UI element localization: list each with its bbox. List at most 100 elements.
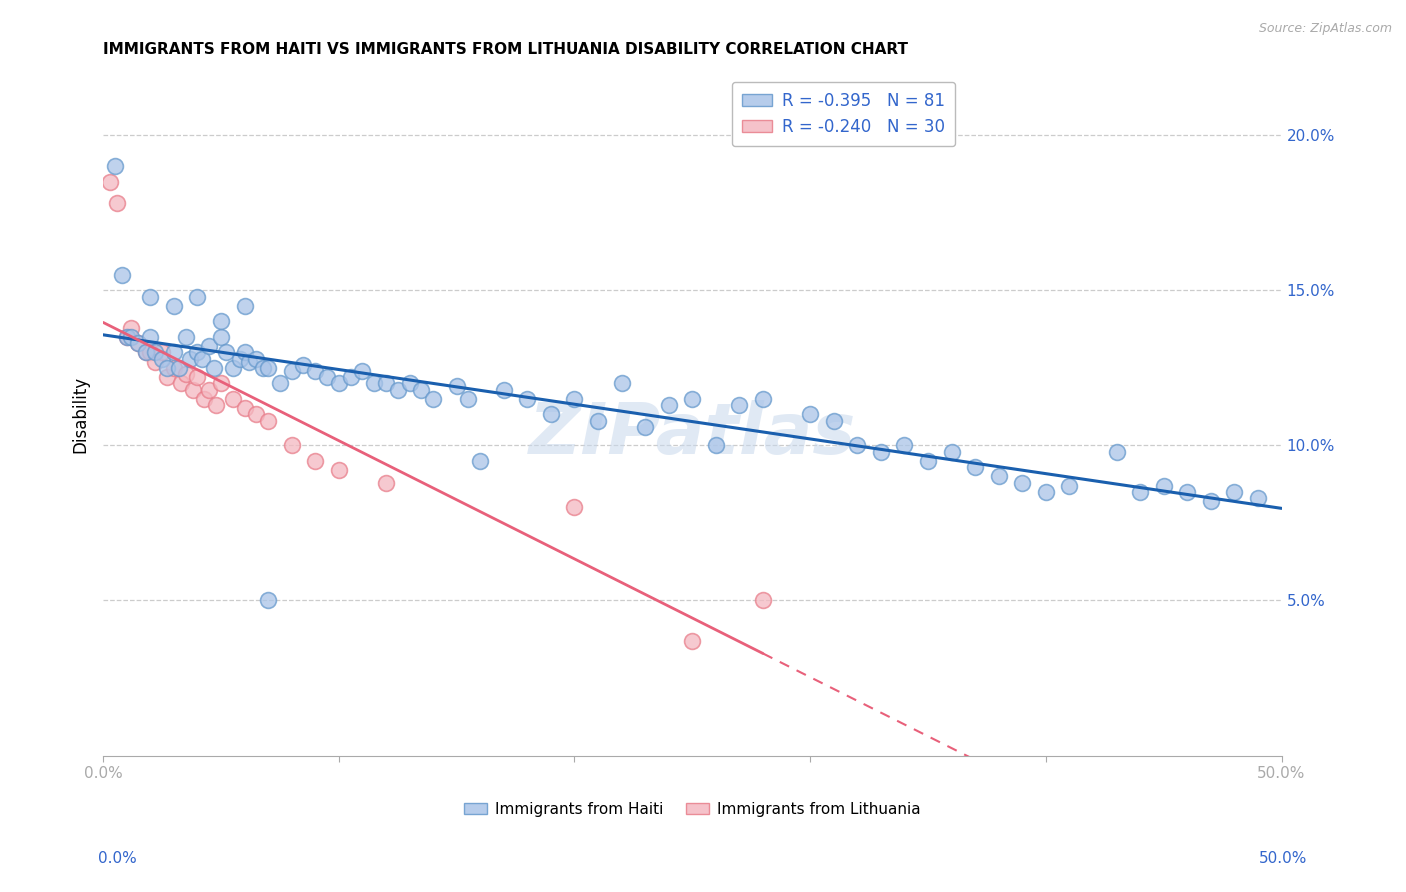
Point: [120, 320, 142, 334]
Point: [143, 354, 166, 368]
Point: [610, 376, 633, 391]
Point: [105, 196, 128, 211]
Point: [292, 358, 315, 372]
Point: [1011, 475, 1033, 490]
Point: [209, 314, 232, 328]
Point: [245, 408, 267, 422]
Y-axis label: Disability: Disability: [72, 376, 89, 453]
Point: [233, 345, 256, 359]
Point: [374, 475, 396, 490]
Point: [316, 370, 339, 384]
Point: [156, 360, 179, 375]
Point: [540, 408, 562, 422]
Point: [127, 336, 149, 351]
Point: [681, 633, 703, 648]
Point: [446, 379, 468, 393]
Point: [209, 376, 232, 391]
Point: [752, 593, 775, 607]
Point: [135, 345, 157, 359]
Text: Source: ZipAtlas.com: Source: ZipAtlas.com: [1258, 22, 1392, 36]
Point: [156, 370, 179, 384]
Legend: Immigrants from Haiti, Immigrants from Lithuania: Immigrants from Haiti, Immigrants from L…: [458, 796, 927, 823]
Point: [893, 438, 915, 452]
Text: 50.0%: 50.0%: [1260, 851, 1308, 865]
Point: [280, 438, 302, 452]
Point: [1153, 479, 1175, 493]
Point: [233, 299, 256, 313]
Point: [222, 360, 245, 375]
Point: [398, 376, 420, 391]
Point: [457, 392, 479, 406]
Point: [163, 299, 186, 313]
Point: [269, 376, 291, 391]
Point: [634, 419, 657, 434]
Point: [238, 354, 260, 368]
Point: [111, 268, 134, 282]
Point: [304, 454, 326, 468]
Point: [374, 376, 396, 391]
Point: [363, 376, 385, 391]
Point: [1175, 484, 1198, 499]
Point: [280, 364, 302, 378]
Point: [470, 454, 492, 468]
Point: [257, 414, 280, 428]
Point: [704, 438, 727, 452]
Point: [139, 289, 162, 303]
Point: [198, 339, 221, 353]
Point: [328, 376, 350, 391]
Point: [222, 392, 245, 406]
Point: [170, 376, 193, 391]
Point: [564, 500, 586, 515]
Point: [167, 360, 190, 375]
Point: [586, 414, 609, 428]
Point: [752, 392, 775, 406]
Point: [823, 414, 845, 428]
Point: [115, 330, 138, 344]
Point: [115, 330, 138, 344]
Text: ZIPatlas: ZIPatlas: [529, 401, 856, 469]
Point: [143, 345, 166, 359]
Point: [681, 392, 703, 406]
Point: [1035, 484, 1057, 499]
Point: [1105, 444, 1128, 458]
Point: [965, 460, 987, 475]
Point: [181, 383, 204, 397]
Point: [229, 351, 252, 366]
Point: [215, 345, 238, 359]
Point: [304, 364, 326, 378]
Point: [492, 383, 515, 397]
Point: [186, 345, 208, 359]
Point: [1129, 484, 1152, 499]
Point: [174, 367, 197, 381]
Point: [209, 330, 232, 344]
Point: [205, 398, 228, 412]
Point: [987, 469, 1010, 483]
Point: [98, 175, 121, 189]
Point: [1247, 491, 1270, 505]
Point: [564, 392, 586, 406]
Point: [186, 370, 208, 384]
Point: [163, 360, 186, 375]
Point: [233, 401, 256, 416]
Point: [104, 159, 127, 173]
Point: [245, 351, 267, 366]
Point: [186, 289, 208, 303]
Point: [202, 360, 225, 375]
Point: [941, 444, 963, 458]
Point: [193, 392, 215, 406]
Point: [1199, 494, 1222, 508]
Text: IMMIGRANTS FROM HAITI VS IMMIGRANTS FROM LITHUANIA DISABILITY CORRELATION CHART: IMMIGRANTS FROM HAITI VS IMMIGRANTS FROM…: [103, 42, 908, 57]
Point: [135, 345, 157, 359]
Point: [352, 364, 374, 378]
Point: [150, 351, 173, 366]
Point: [339, 370, 361, 384]
Point: [1223, 484, 1246, 499]
Point: [150, 345, 173, 359]
Point: [516, 392, 538, 406]
Point: [257, 593, 280, 607]
Point: [328, 463, 350, 477]
Point: [191, 351, 214, 366]
Point: [179, 351, 201, 366]
Point: [917, 454, 939, 468]
Point: [198, 383, 221, 397]
